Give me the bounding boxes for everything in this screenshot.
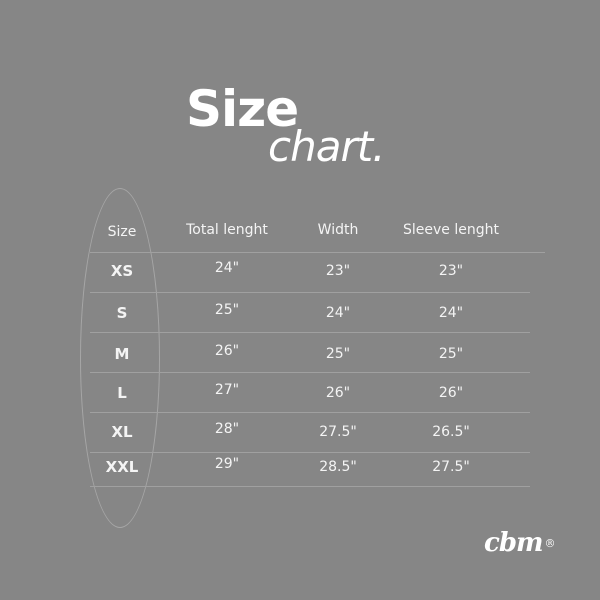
measurement-cell: 25" <box>214 302 240 318</box>
row-divider <box>90 372 530 373</box>
measurement-cell: 23" <box>325 263 351 279</box>
measurement-cell: 26" <box>214 343 240 359</box>
measurement-cell: 23" <box>438 263 464 279</box>
size-label: XL <box>111 423 133 441</box>
measurement-cell: 25" <box>438 346 464 362</box>
measurement-cell: 26" <box>325 385 351 401</box>
column-header: Width <box>317 222 359 238</box>
title-size: Size <box>186 80 299 138</box>
measurement-cell: 24" <box>214 260 240 276</box>
column-header: Sleeve lenght <box>403 222 499 238</box>
brand-logo: cbm ® <box>484 528 556 558</box>
measurement-cell: 24" <box>325 305 351 321</box>
measurement-cell: 29" <box>214 456 240 472</box>
row-divider <box>90 412 530 413</box>
column-header: Total lenght <box>186 222 268 238</box>
row-divider <box>90 332 530 333</box>
measurement-cell: 24" <box>438 305 464 321</box>
measurement-cell: 25" <box>325 346 351 362</box>
row-divider <box>90 452 530 453</box>
column-header: Size <box>107 224 137 240</box>
size-label: S <box>116 304 128 322</box>
row-divider <box>90 252 545 253</box>
measurement-cell: 26" <box>438 385 464 401</box>
measurement-cell: 27" <box>214 382 240 398</box>
size-label: XXL <box>105 458 139 476</box>
title-chart: chart. <box>268 122 386 171</box>
registered-mark: ® <box>544 537 556 550</box>
measurement-cell: 27.5" <box>319 424 357 440</box>
measurement-cell: 27.5" <box>432 459 470 475</box>
size-column-ellipse <box>80 188 160 528</box>
size-label: L <box>117 384 127 402</box>
logo-text: cbm <box>484 528 544 558</box>
size-label: XS <box>110 262 134 280</box>
row-divider <box>90 486 530 487</box>
measurement-cell: 28.5" <box>319 459 357 475</box>
measurement-cell: 28" <box>214 421 240 437</box>
size-label: M <box>114 345 130 363</box>
measurement-cell: 26.5" <box>432 424 470 440</box>
row-divider <box>90 292 530 293</box>
